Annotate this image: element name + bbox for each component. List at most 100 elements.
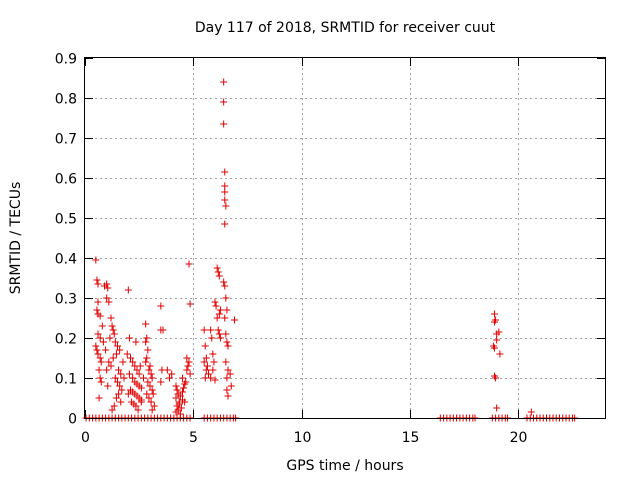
data-point bbox=[231, 316, 238, 324]
data-point bbox=[124, 286, 132, 294]
data-point bbox=[142, 320, 150, 328]
data-point bbox=[186, 300, 194, 308]
y-tick-label: 0.8 bbox=[55, 92, 77, 108]
data-point bbox=[223, 386, 231, 394]
data-point bbox=[144, 346, 152, 354]
data-point bbox=[221, 282, 229, 290]
data-point bbox=[106, 334, 114, 342]
data-point bbox=[157, 302, 165, 310]
data-point bbox=[117, 370, 125, 378]
data-point bbox=[146, 362, 154, 370]
data-point bbox=[93, 276, 101, 284]
data-point bbox=[221, 188, 229, 196]
data-point bbox=[157, 326, 165, 334]
x-tick-label: 20 bbox=[510, 430, 528, 446]
data-point bbox=[108, 406, 116, 414]
data-point bbox=[147, 370, 155, 378]
data-point bbox=[107, 362, 115, 370]
data-point bbox=[220, 120, 228, 128]
data-point bbox=[102, 346, 110, 354]
data-point bbox=[186, 370, 194, 378]
data-point bbox=[168, 370, 176, 378]
x-tick-label: 0 bbox=[81, 430, 90, 446]
data-point bbox=[226, 370, 234, 378]
data-point bbox=[216, 334, 224, 342]
data-point bbox=[211, 298, 219, 306]
y-tick-label: 0.3 bbox=[55, 292, 77, 308]
grid bbox=[85, 58, 605, 418]
data-point bbox=[148, 374, 156, 382]
data-point bbox=[200, 326, 208, 334]
data-point bbox=[125, 370, 133, 378]
data-point bbox=[207, 326, 215, 334]
data-point bbox=[124, 390, 132, 398]
data-point bbox=[495, 328, 503, 336]
data-point bbox=[527, 408, 535, 416]
data-point bbox=[200, 358, 208, 366]
data-point bbox=[221, 220, 229, 228]
data-point bbox=[224, 392, 232, 400]
data-point bbox=[96, 374, 104, 382]
data-point bbox=[95, 366, 103, 374]
data-point bbox=[148, 406, 156, 414]
data-point bbox=[163, 366, 171, 374]
data-point bbox=[148, 386, 156, 394]
data-point bbox=[214, 268, 222, 276]
data-point bbox=[220, 278, 228, 286]
y-tick-label: 0.7 bbox=[55, 132, 77, 148]
data-point bbox=[214, 326, 222, 334]
data-point bbox=[101, 282, 108, 290]
data-point bbox=[129, 374, 137, 382]
data-point bbox=[120, 374, 128, 382]
data-point bbox=[125, 334, 133, 342]
data-point bbox=[221, 196, 229, 204]
data-point bbox=[96, 312, 104, 320]
data-point bbox=[222, 330, 230, 338]
x-tick-label: 5 bbox=[189, 430, 198, 446]
data-point bbox=[112, 394, 120, 402]
data-point bbox=[205, 370, 212, 378]
data-point bbox=[213, 314, 221, 322]
data-point bbox=[491, 310, 498, 318]
y-tick-label: 0.5 bbox=[55, 212, 77, 228]
data-point bbox=[179, 374, 186, 382]
data-point bbox=[202, 366, 210, 374]
data-point bbox=[213, 264, 221, 272]
data-point bbox=[94, 280, 102, 288]
x-tick-label: 15 bbox=[402, 430, 420, 446]
data-point bbox=[221, 168, 229, 176]
data-point bbox=[227, 382, 235, 390]
data-point bbox=[492, 374, 500, 382]
data-point bbox=[222, 294, 230, 302]
data-point bbox=[222, 358, 230, 366]
data-point bbox=[493, 404, 501, 412]
y-axis-label: SRMTID / TECUs bbox=[8, 182, 24, 295]
data-point bbox=[119, 358, 127, 366]
data-point bbox=[143, 354, 151, 362]
data-point bbox=[203, 362, 211, 370]
data-points bbox=[82, 78, 579, 422]
data-point bbox=[92, 256, 100, 264]
data-point bbox=[166, 374, 173, 382]
data-point bbox=[216, 306, 224, 314]
data-point bbox=[201, 342, 209, 350]
data-point bbox=[97, 378, 105, 386]
data-point bbox=[94, 330, 102, 338]
x-tick-label: 10 bbox=[294, 430, 312, 446]
data-point bbox=[209, 366, 217, 374]
data-point bbox=[182, 378, 190, 386]
data-point bbox=[132, 338, 140, 346]
data-point bbox=[129, 358, 137, 366]
data-point bbox=[212, 302, 220, 310]
data-point bbox=[97, 358, 105, 366]
data-point bbox=[215, 310, 223, 318]
data-point bbox=[135, 370, 143, 378]
data-point bbox=[111, 374, 119, 382]
data-point bbox=[491, 318, 498, 326]
data-point bbox=[172, 382, 180, 390]
data-point bbox=[142, 358, 150, 366]
data-point bbox=[220, 98, 228, 106]
data-point bbox=[177, 404, 185, 412]
data-point bbox=[172, 394, 180, 402]
data-point bbox=[103, 294, 111, 302]
